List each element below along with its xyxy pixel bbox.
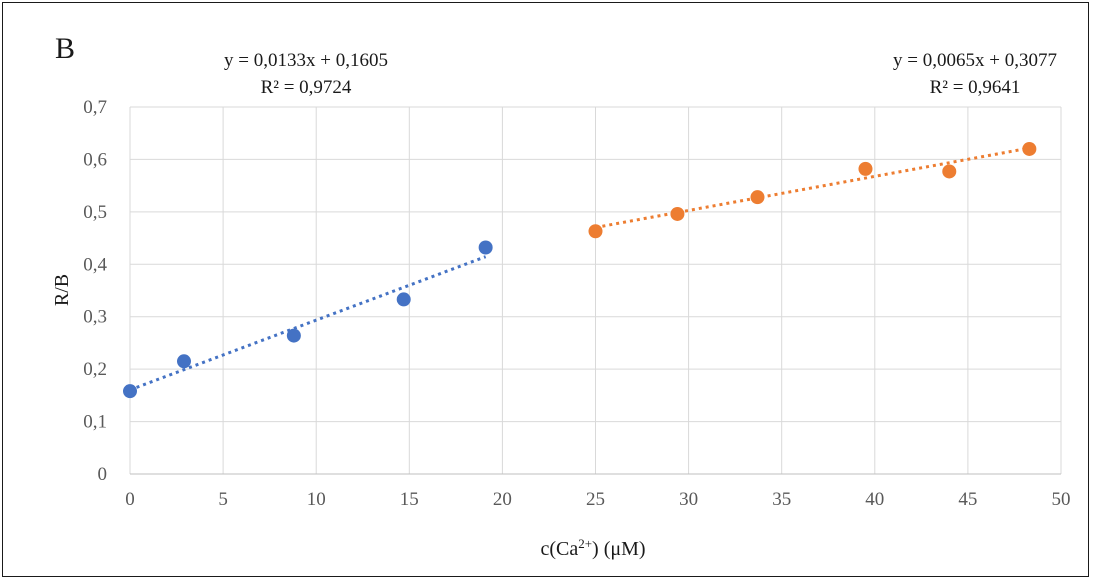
series-1-point [396, 292, 411, 307]
y-tick-label: 0,5 [83, 202, 107, 223]
y-tick-label: 0,6 [83, 149, 107, 170]
x-tick-label: 5 [218, 489, 228, 510]
series-2-point [588, 224, 603, 239]
series-2-equation: y = 0,0065x + 0,3077 [893, 50, 1057, 71]
series-1-point [286, 328, 301, 343]
x-tick-label: 35 [772, 489, 791, 510]
x-tick-label: 25 [586, 489, 605, 510]
y-tick-label: 0,3 [83, 307, 107, 328]
series-2-point [750, 190, 765, 205]
point-layer [123, 141, 1037, 399]
x-tick-label: 15 [400, 489, 419, 510]
series-1-equation: y = 0,0133x + 0,1605 [224, 50, 388, 71]
y-tick-label: 0,2 [83, 359, 107, 380]
series-2-trendline [595, 146, 1030, 229]
x-axis-label-prefix: c(Ca [540, 538, 578, 560]
series-2-point [1022, 141, 1037, 156]
x-tick-label: 45 [958, 489, 977, 510]
series-1-trendline [129, 255, 487, 392]
y-axis-label: R/B [51, 274, 73, 306]
y-tick-label: 0,4 [83, 254, 107, 275]
x-axis-label-superscript: 2+ [578, 536, 592, 551]
grid-layer [129, 106, 1062, 474]
x-tick-label: 20 [493, 489, 512, 510]
series-2-r-squared: R² = 0,9641 [930, 77, 1021, 98]
x-tick-label: 50 [1052, 489, 1071, 510]
series-1-r-squared: R² = 0,9724 [261, 77, 352, 98]
x-tick-label: 0 [125, 489, 135, 510]
y-tick-label: 0 [98, 464, 108, 485]
trendline-layer [129, 146, 1030, 392]
series-1-point [176, 354, 191, 369]
label-layer: B y = 0,0133x + 0,1605 R² = 0,9724 y = 0… [51, 32, 1057, 560]
series-2-point [670, 206, 685, 221]
y-tick-label: 0,7 [83, 97, 107, 118]
series-2-point [858, 161, 873, 176]
x-axis-label-suffix: ) (μM) [592, 538, 646, 560]
panel-label: B [55, 32, 75, 65]
axis-layer: 0 5 10 15 20 25 30 35 40 45 50 0 0,1 0,2 0,3 0,4 0,5 0,6 0… [83, 97, 1070, 510]
x-tick-label: 30 [679, 489, 698, 510]
x-tick-label: 10 [307, 489, 326, 510]
x-axis-label: c(Ca2+) (μM) [540, 536, 645, 561]
series-1-point [123, 384, 137, 399]
series-2-point [942, 164, 957, 179]
y-tick-label: 0,1 [83, 412, 107, 433]
series-1-point [478, 240, 493, 255]
x-tick-label: 40 [865, 489, 884, 510]
